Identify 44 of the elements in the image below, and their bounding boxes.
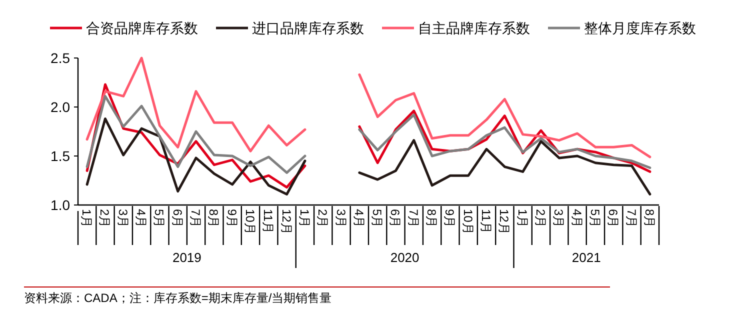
legend-label: 自主品牌库存系数: [418, 20, 530, 36]
x-tick-label: 2月: [316, 209, 330, 228]
y-tick-label: 2.0: [50, 99, 70, 115]
x-tick-label: 1月: [297, 209, 312, 228]
x-tick-label: 8月: [642, 209, 656, 228]
x-tick-label: 8月: [424, 209, 439, 228]
x-tick-label: 6月: [388, 209, 402, 228]
x-tick-label: 3月: [116, 209, 130, 228]
x-tick-label: 1月: [80, 209, 94, 228]
x-tick-label: 4月: [134, 209, 148, 228]
x-tick-label: 7月: [624, 209, 638, 228]
x-tick-label: 10月: [242, 209, 257, 234]
x-tick-label: 1月: [515, 209, 530, 228]
text: 资料来源：CADA；注：库存系数=期末库存量/当期销售量: [24, 291, 332, 305]
legend-label: 整体月度库存系数: [584, 20, 696, 36]
x-tick-label: 11月: [479, 209, 494, 234]
x-tick-label: 2月: [533, 209, 548, 228]
x-tick-label: 6月: [170, 209, 184, 228]
x-tick-label: 4月: [352, 209, 366, 228]
x-tick-label: 7月: [406, 209, 420, 228]
x-tick-label: 3月: [334, 209, 348, 228]
x-tick-label: 10月: [460, 209, 475, 234]
x-tick-label: 5月: [370, 209, 384, 228]
legend-label: 进口品牌库存系数: [252, 20, 364, 36]
text: 2020: [390, 250, 420, 265]
legend-label: 合资品牌库存系数: [86, 20, 198, 36]
x-tick-label: 9月: [442, 209, 457, 228]
y-tick-label: 2.5: [50, 50, 70, 66]
text: 2021: [572, 250, 601, 265]
x-tick-label: 7月: [188, 209, 203, 228]
x-tick-label: 4月: [570, 209, 584, 228]
text: 2019: [172, 250, 202, 265]
x-tick-label: 5月: [152, 209, 166, 228]
x-tick-label: 3月: [552, 209, 566, 228]
y-tick-label: 1.5: [50, 148, 70, 164]
x-tick-label: 9月: [224, 209, 239, 228]
y-tick-label: 1.0: [50, 197, 70, 213]
x-tick-label: 12月: [279, 209, 294, 234]
x-tick-label: 6月: [606, 209, 620, 228]
x-tick-label: 2月: [98, 209, 112, 228]
x-tick-label: 5月: [588, 209, 602, 228]
x-tick-label: 11月: [261, 209, 276, 234]
x-tick-label: 12月: [497, 209, 512, 234]
x-tick-label: 8月: [206, 209, 221, 228]
